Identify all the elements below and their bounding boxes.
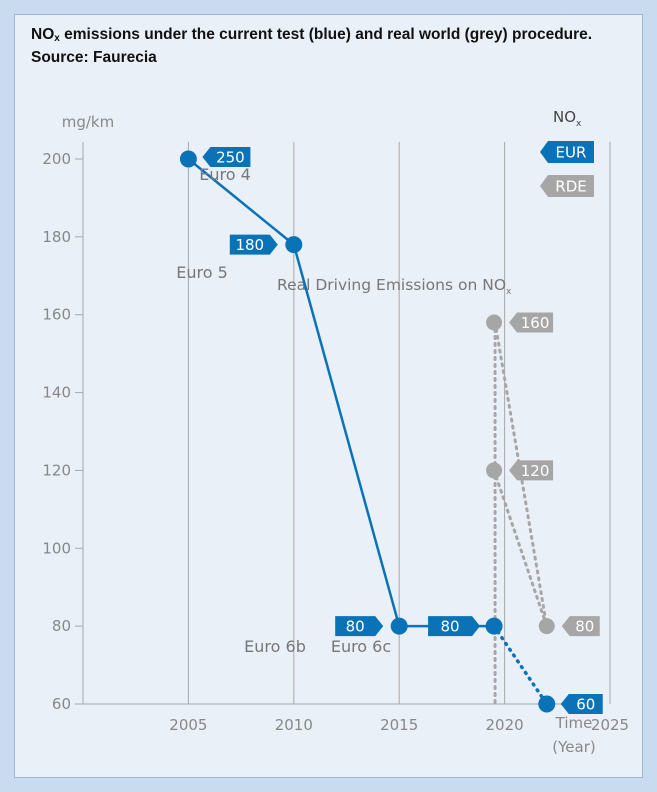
rde-point-2: [538, 618, 555, 635]
x-tick-label-2020: 2020: [486, 716, 524, 734]
rde-tag-1-text: 120: [521, 462, 550, 480]
y-tick-label-100: 100: [42, 539, 71, 557]
rde-tag-0-shape: [509, 312, 554, 333]
eur-dotted-line: [492, 624, 549, 706]
eur-tag-3-shape: [428, 616, 481, 637]
legend-swatch-eur: [540, 141, 594, 163]
eur-point-0: [179, 150, 197, 168]
rde-tag-1-shape: [509, 460, 554, 481]
eur-tag-2-shape: [335, 616, 384, 637]
eur-tag-4-shape: [560, 694, 603, 714]
x-tick-label-2025: 2025: [591, 716, 629, 734]
eur-tag-1-text: 180: [235, 236, 264, 254]
chart-card: NOx emissions under the current test (bl…: [14, 14, 643, 778]
legend-swatch-rde: [540, 175, 594, 197]
eur-tag-0-shape: [202, 147, 251, 167]
chart-title: NOx emissions under the current test (bl…: [31, 26, 593, 66]
x-tick-label-2005: 2005: [169, 716, 207, 734]
eur-tag-0-text: 250: [216, 149, 245, 167]
eur-tag-3-text: 80: [441, 618, 460, 636]
eur-point-3: [485, 617, 503, 635]
rde-tag-2-text: 80: [575, 618, 594, 636]
y-tick-label-200: 200: [42, 150, 71, 168]
legend-label-eur: EUR: [556, 144, 587, 162]
rde-tag-2-shape: [561, 616, 600, 637]
y-axis-label: mg/km: [62, 113, 115, 131]
eur-label-euro-5: Euro 5: [176, 263, 228, 282]
eur-point-4: [538, 695, 556, 713]
eur-tag-1-shape: [229, 234, 278, 255]
x-tick-label-2015: 2015: [380, 716, 418, 734]
eur-label-euro-4: Euro 4: [199, 165, 251, 184]
legend-label-rde: RDE: [555, 178, 586, 196]
rde-point-0: [486, 314, 503, 331]
rde-dotted-slope-2: [492, 468, 549, 628]
y-tick-label-160: 160: [42, 306, 71, 324]
y-tick-label-140: 140: [42, 384, 71, 402]
eur-solid-line: [187, 158, 495, 628]
y-tick-label-120: 120: [42, 461, 71, 479]
eur-point-2: [390, 617, 408, 635]
y-tick-label-80: 80: [52, 617, 71, 635]
x-axis-label-line1: Time: [555, 714, 593, 732]
eur-point-1: [285, 236, 303, 254]
rde-annotation: Real Driving Emissions on NOx: [277, 276, 512, 297]
eur-label-euro-6c: Euro 6c: [331, 637, 391, 656]
legend-title: NOx: [553, 108, 582, 129]
x-axis-label-line2: (Year): [552, 738, 595, 756]
eur-tag-2-text: 80: [346, 618, 365, 636]
eur-label-euro-6b: Euro 6b: [244, 637, 306, 656]
rde-point-1: [486, 462, 503, 479]
y-tick-label-60: 60: [52, 695, 71, 713]
y-tick-label-180: 180: [42, 228, 71, 246]
eur-tag-4-text: 60: [576, 696, 595, 714]
rde-tag-0-text: 160: [521, 314, 550, 332]
x-tick-label-2010: 2010: [275, 716, 313, 734]
